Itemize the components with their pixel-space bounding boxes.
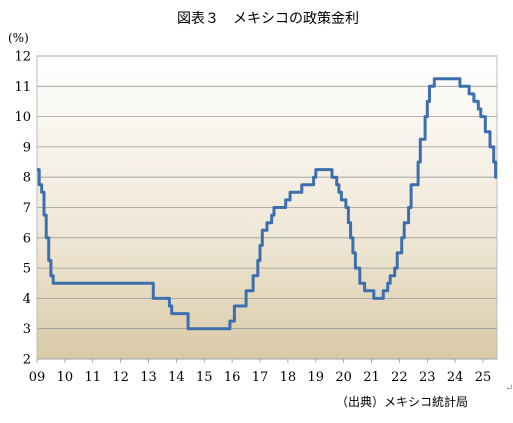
x-tick-label: 15 <box>196 370 213 385</box>
x-tick-label: 09 <box>29 370 46 385</box>
y-tick-label: 4 <box>23 292 31 307</box>
x-tick-label: 11 <box>84 370 101 385</box>
y-tick-label: 6 <box>23 231 31 246</box>
policy-rate-series <box>37 77 498 331</box>
x-tick-label: 25 <box>475 370 492 385</box>
y-tick-label: 7 <box>23 201 31 216</box>
y-tick-label: 11 <box>14 80 31 95</box>
x-tick-label: 13 <box>140 370 157 385</box>
y-tick-label: 10 <box>14 110 31 125</box>
x-tick-label: 12 <box>112 370 129 385</box>
y-tick-label: 12 <box>14 50 31 65</box>
x-tick-label: 20 <box>335 370 352 385</box>
y-tick-label: 8 <box>23 171 31 186</box>
y-tick-label: 5 <box>23 262 31 277</box>
y-tick-label: 3 <box>23 322 31 337</box>
x-tick-label: 14 <box>168 370 185 385</box>
series-line <box>37 77 498 331</box>
x-tick-label: 23 <box>419 370 436 385</box>
return-mark: ↵ <box>505 383 513 394</box>
chart-title: 図表３ メキシコの政策金利 <box>177 10 359 27</box>
y-tick-label: 2 <box>23 353 31 368</box>
x-tick-label: 19 <box>308 370 325 385</box>
source-note: （出典）メキシコ統計局 <box>336 394 468 409</box>
x-tick-label: 22 <box>391 370 408 385</box>
x-tick-label: 16 <box>224 370 241 385</box>
x-axis: 09 10 11 12 13 14 15 16 17 18 19 20 21 22 23 24 25 <box>29 359 492 385</box>
x-tick-label: 10 <box>57 370 74 385</box>
x-tick-label: 17 <box>252 370 269 385</box>
x-tick-label: 18 <box>280 370 297 385</box>
x-tick-label: 21 <box>363 370 380 385</box>
y-tick-label: 9 <box>23 140 31 155</box>
x-tick-label: 24 <box>447 370 464 385</box>
y-axis: 2 3 4 5 6 7 8 9 10 11 12 <box>14 50 31 368</box>
gridlines <box>37 55 497 360</box>
y-axis-unit: (%) <box>8 31 29 45</box>
